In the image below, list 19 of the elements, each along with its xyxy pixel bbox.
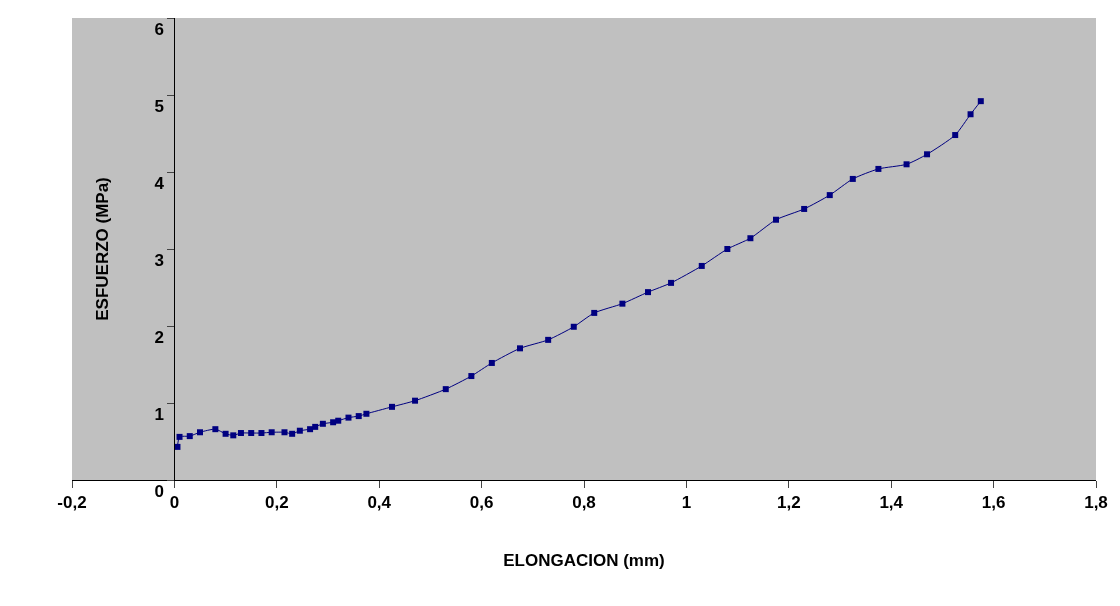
x-axis-title: ELONGACION (mm) [503, 550, 665, 570]
x-tick-label: 1,2 [776, 493, 801, 513]
x-tick-label: 1,4 [879, 493, 904, 513]
y-tick-label: 1 [154, 404, 164, 424]
x-tick-label: 1,8 [1084, 493, 1108, 513]
x-tick-label: 0 [169, 493, 180, 513]
y-tick-label: 4 [154, 173, 165, 193]
x-tick-label: -0,2 [57, 493, 87, 513]
x-tick-label: 0,6 [469, 493, 494, 513]
y-tick-label: 5 [154, 96, 164, 116]
y-axis-title: ESFUERZO (MPa) [93, 177, 113, 321]
x-tick-label: 0,8 [572, 493, 596, 513]
x-tick-label: 0,4 [367, 493, 392, 513]
x-tick-label: 0,2 [264, 493, 289, 513]
y-tick-label: 6 [154, 19, 164, 39]
x-tick-label: 1 [681, 493, 692, 513]
y-tick-label: 3 [154, 250, 164, 270]
x-tick-label: 1,6 [981, 493, 1006, 513]
y-tick-label: 2 [154, 327, 164, 347]
